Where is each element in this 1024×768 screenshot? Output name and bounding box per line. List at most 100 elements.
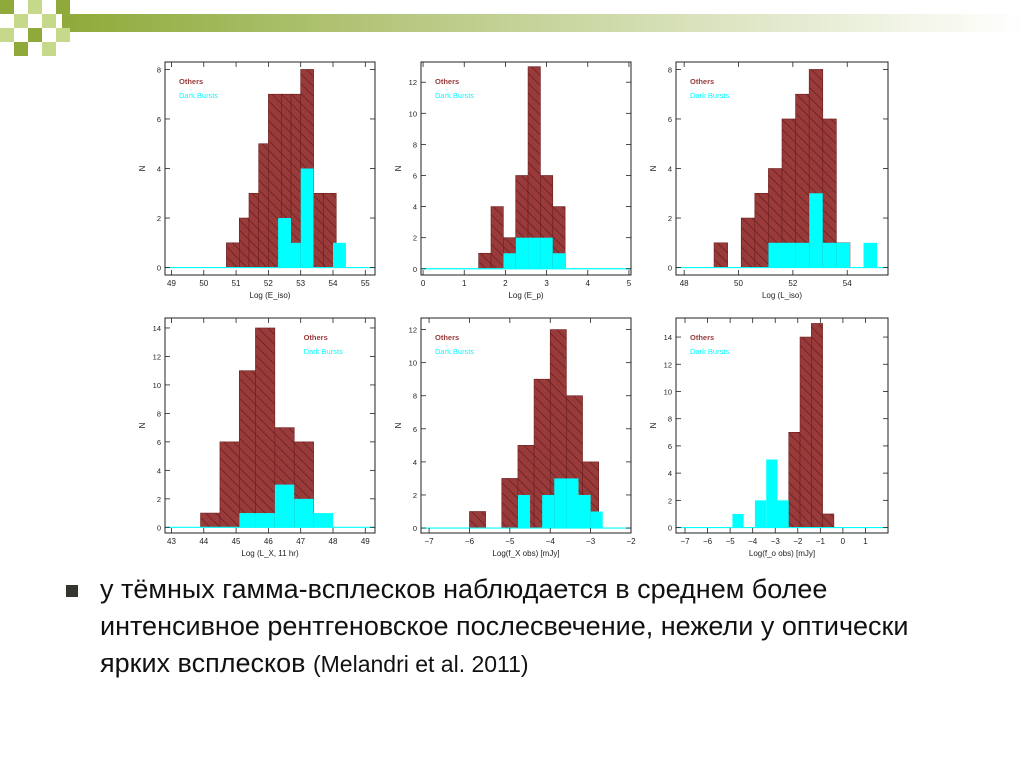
dark-bursts-bar-4 [766, 459, 778, 528]
y-tick-label: 4 [157, 165, 161, 174]
x-tick-label: 3 [544, 279, 549, 288]
others-bar-4 [822, 513, 835, 528]
y-tick-label: 2 [157, 214, 161, 223]
others-bar-4 [255, 327, 276, 528]
x-tick-label: −4 [546, 537, 556, 546]
x-tick-label: 52 [264, 279, 273, 288]
x-tick-label: −7 [425, 537, 435, 546]
dark-bursts-bar-3 [754, 500, 767, 528]
plot-frame [675, 317, 889, 534]
legend-others: Others [435, 333, 459, 342]
bullet-main-text: у тёмных гамма-всплесков наблюдается в с… [100, 574, 909, 678]
y-tick-label: 2 [413, 491, 417, 500]
others-bar-9 [313, 192, 324, 268]
dark-bursts-bar-3 [528, 237, 541, 269]
bullet-square-icon [66, 585, 78, 597]
dark-bursts-bar-5 [566, 478, 579, 529]
y-tick-label: 12 [409, 78, 417, 87]
y-tick-label: 8 [157, 409, 161, 418]
x-tick-label: 50 [199, 279, 208, 288]
y-tick-label: 0 [157, 264, 161, 273]
x-axis-label: Log (L_iso) [762, 291, 802, 300]
others-bar-1 [788, 432, 801, 528]
y-axis-label: N [138, 165, 147, 171]
plot-frame [164, 317, 376, 534]
y-tick-label: 2 [157, 495, 161, 504]
x-tick-label: −2 [626, 537, 636, 546]
x-tick-label: 46 [264, 537, 273, 546]
y-axis-label: N [138, 422, 147, 428]
dark-bursts-bar-3 [300, 168, 314, 268]
legend-dark-bursts: Dark Bursts [435, 347, 474, 356]
y-tick-label: 12 [153, 352, 161, 361]
x-tick-label: 1 [462, 279, 467, 288]
x-axis-label: Log (E_iso) [250, 291, 291, 300]
y-tick-label: 8 [413, 392, 417, 401]
dark-bursts-bar-6 [836, 242, 850, 268]
x-tick-label: −6 [465, 537, 475, 546]
x-tick-label: −3 [586, 537, 596, 546]
x-tick-label: 52 [788, 279, 797, 288]
others-bar-7 [290, 93, 301, 268]
others-bar-3 [740, 217, 756, 268]
legend-others: Others [179, 77, 203, 86]
x-tick-label: 4 [586, 279, 591, 288]
y-tick-label: 0 [413, 524, 417, 533]
others-bar-3 [501, 478, 519, 529]
dark-bursts-bar-5 [552, 253, 566, 269]
plot-frame [420, 61, 632, 276]
x-tick-label: 50 [734, 279, 743, 288]
dark-bursts-bar-1 [239, 513, 256, 528]
legend-dark-bursts: Dark Bursts [304, 347, 343, 356]
legend-others: Others [690, 333, 714, 342]
y-axis-label: N [649, 165, 658, 171]
dark-bursts-bar-3 [274, 484, 295, 528]
x-tick-label: 49 [167, 279, 176, 288]
dark-bursts-bar-2 [515, 237, 529, 269]
y-tick-label: 8 [668, 65, 672, 74]
dark-bursts-bar-1 [517, 494, 531, 529]
legend-dark-bursts: Dark Bursts [690, 91, 729, 100]
y-tick-label: 4 [413, 203, 417, 212]
header-squares [0, 0, 70, 56]
others-bar-3 [239, 370, 256, 528]
others-bar-2 [219, 441, 240, 528]
dark-bursts-bar-6 [578, 494, 591, 529]
legend-dark-bursts: Dark Bursts [690, 347, 729, 356]
x-tick-label: −4 [748, 537, 758, 546]
header-gradient-bar [62, 14, 1024, 32]
y-tick-label: 0 [413, 265, 417, 274]
dark-bursts-bar-4 [554, 478, 567, 529]
citation-text: (Melandri et al. 2011) [312, 651, 529, 677]
dark-bursts-bar-8 [863, 242, 878, 268]
dark-bursts-bar-1 [768, 242, 782, 268]
legend-dark-bursts: Dark Bursts [179, 91, 218, 100]
y-tick-label: 4 [668, 469, 672, 478]
others-bar-1 [469, 511, 486, 529]
slide-header-decoration [0, 0, 1024, 56]
x-tick-label: 49 [361, 537, 370, 546]
legend-dark-bursts: Dark Bursts [435, 91, 474, 100]
x-axis-label: Log(f_X obs) [mJy] [492, 549, 559, 558]
dark-bursts-bar-7 [590, 511, 603, 529]
y-tick-label: 12 [664, 360, 672, 369]
x-tick-label: 55 [361, 279, 370, 288]
legend-others: Others [690, 77, 714, 86]
dark-bursts-bar-5 [777, 500, 789, 528]
dark-bursts-bar-3 [795, 242, 810, 268]
x-tick-label: 5 [627, 279, 632, 288]
x-axis-label: Log (L_X, 11 hr) [241, 549, 299, 558]
y-tick-label: 2 [668, 214, 672, 223]
x-tick-label: 47 [296, 537, 305, 546]
others-bar-1 [200, 512, 221, 528]
x-tick-label: 44 [199, 537, 208, 546]
y-tick-label: 6 [413, 171, 417, 180]
x-tick-label: −5 [726, 537, 736, 546]
dark-bursts-bar-4 [540, 237, 553, 269]
x-tick-label: 45 [232, 537, 241, 546]
legend-others: Others [304, 333, 328, 342]
x-tick-label: 43 [167, 537, 176, 546]
